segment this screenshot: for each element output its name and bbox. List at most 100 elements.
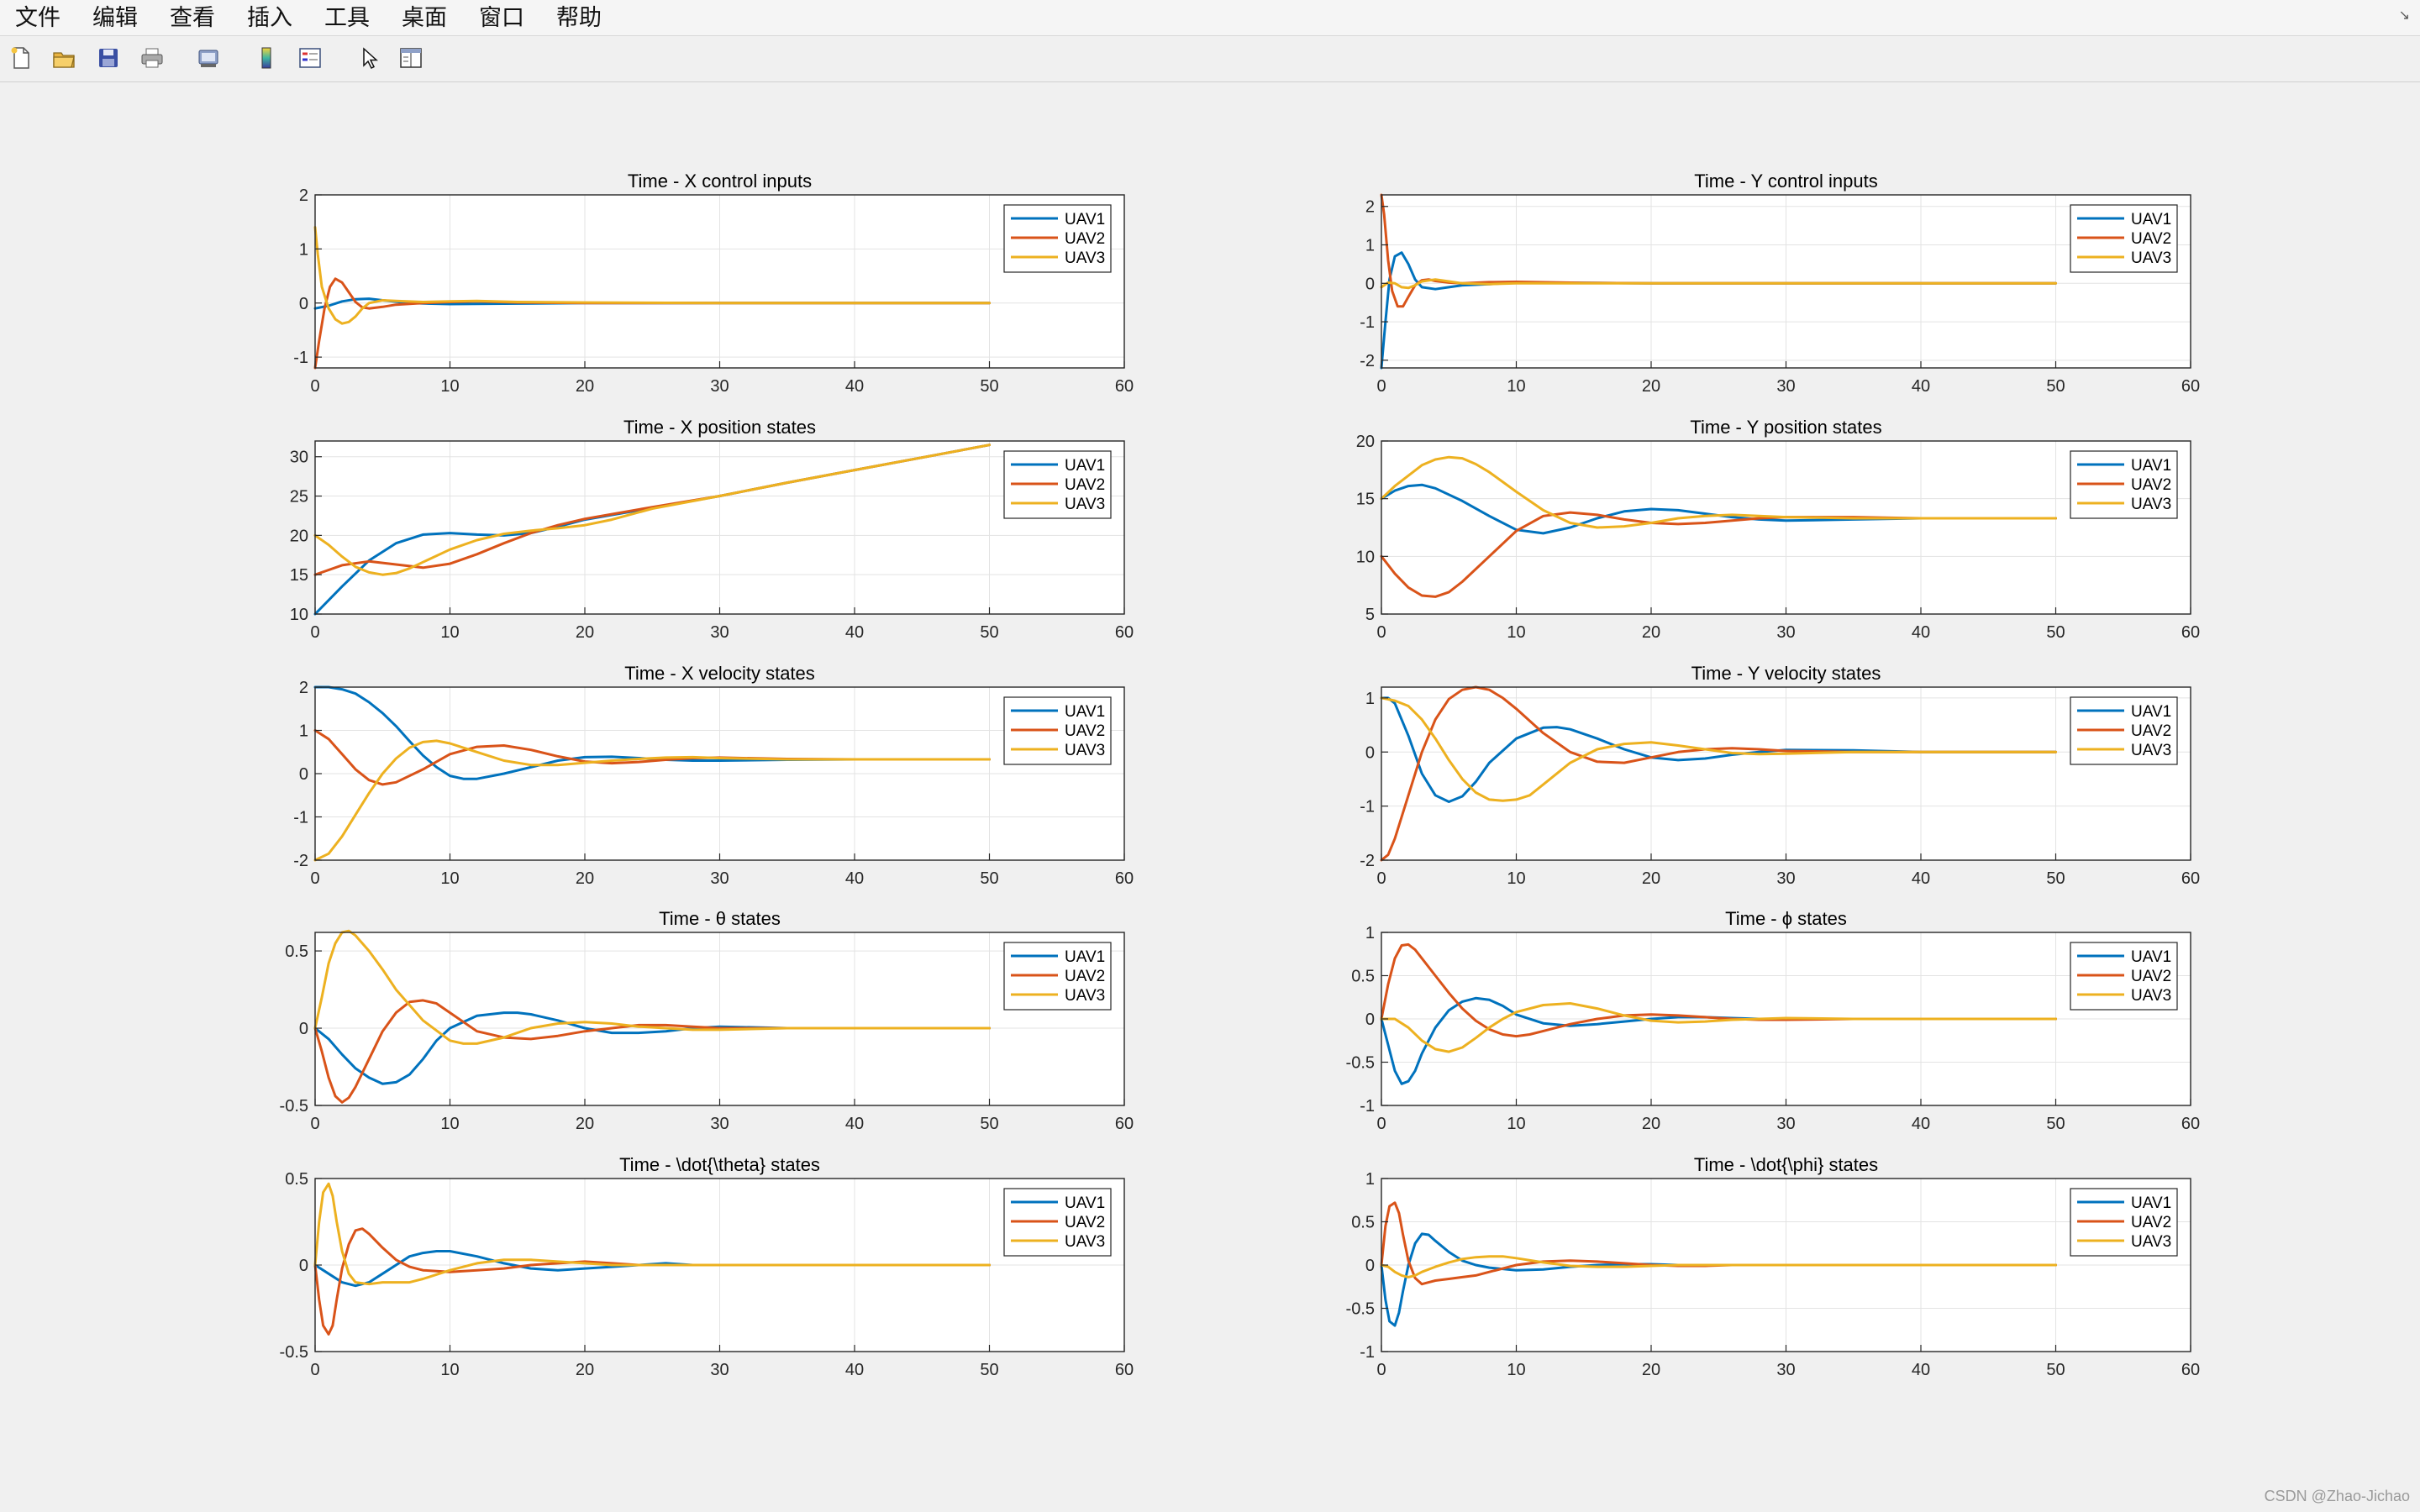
undock-icon[interactable]: ↘: [2398, 8, 2410, 23]
y-tick-label: 1: [1365, 1170, 1375, 1189]
y-tick-label: 2: [299, 679, 308, 697]
legend-label: UAV2: [2131, 1214, 2171, 1231]
y-tick-label: 0: [299, 295, 308, 313]
menu-help[interactable]: 帮助: [556, 5, 602, 30]
y-tick-label: -2: [293, 852, 308, 870]
x-tick-label: 20: [1642, 1115, 1660, 1133]
x-tick-label: 30: [710, 623, 729, 642]
y-tick-label: 15: [1356, 491, 1375, 509]
print-icon[interactable]: [138, 43, 166, 73]
print-preview-icon[interactable]: [194, 43, 223, 73]
y-tick-label: 1: [299, 722, 308, 741]
y-tick-label: 1: [299, 240, 308, 259]
y-tick-label: 0.5: [285, 1170, 308, 1189]
menu-file[interactable]: 文件: [15, 5, 60, 30]
y-tick-label: 0.5: [1351, 968, 1375, 986]
x-tick-label: 60: [2181, 377, 2200, 396]
y-tick-label: 1: [1365, 924, 1375, 942]
chart-title: Time - θ states: [659, 908, 781, 929]
x-tick-label: 30: [710, 1361, 729, 1379]
x-tick-label: 40: [1912, 1361, 1930, 1379]
property-editor-icon[interactable]: [397, 43, 425, 73]
y-tick-label: 30: [290, 449, 308, 467]
x-tick-label: 10: [440, 1361, 459, 1379]
x-tick-label: 60: [1115, 1115, 1134, 1133]
series-line-uav2: [1380, 685, 2057, 862]
y-tick-label: -0.5: [280, 1343, 308, 1362]
x-tick-label: 10: [440, 377, 459, 396]
y-tick-label: 10: [290, 606, 308, 624]
series-line-uav2: [313, 999, 991, 1104]
menu-insert[interactable]: 插入: [247, 5, 292, 30]
series-line-uav3: [313, 226, 991, 325]
y-tick-label: 0: [1365, 1257, 1375, 1275]
menu-window[interactable]: 窗口: [479, 5, 524, 30]
legend-label: UAV1: [2131, 703, 2171, 721]
legend-label: UAV1: [2131, 1194, 2171, 1212]
series-line-uav3: [1380, 696, 2057, 802]
chart-10: 0 10 20 30 40 50 60 -1 -0.5 0 0.5 1 Time - \dot{\phi…: [1346, 1154, 2201, 1379]
chart-title: Time - X control inputs: [628, 171, 812, 192]
y-tick-label: 1: [1365, 237, 1375, 255]
menu-tools[interactable]: 工具: [324, 5, 370, 30]
x-tick-label: 50: [980, 1115, 998, 1133]
menu-view[interactable]: 查看: [170, 5, 215, 30]
menu-edit[interactable]: 编辑: [92, 5, 138, 30]
y-tick-label: 0: [1365, 275, 1375, 293]
legend-label: UAV1: [2131, 457, 2171, 475]
save-icon[interactable]: [94, 43, 123, 73]
menu-desktop[interactable]: 桌面: [402, 5, 447, 30]
x-tick-label: 30: [1776, 869, 1795, 888]
y-tick-label: -1: [293, 349, 308, 367]
x-tick-label: 40: [845, 869, 864, 888]
colorbar-icon[interactable]: [252, 43, 281, 73]
x-tick-label: 40: [845, 1115, 864, 1133]
x-tick-label: 30: [1776, 377, 1795, 396]
legend-label: UAV1: [2131, 211, 2171, 228]
y-tick-label: 0: [299, 765, 308, 784]
x-tick-label: 0: [1376, 623, 1386, 642]
x-tick-label: 40: [1912, 1115, 1930, 1133]
x-tick-label: 0: [310, 623, 319, 642]
x-tick-label: 0: [310, 377, 319, 396]
y-tick-label: 10: [1356, 548, 1375, 566]
toolbar: [0, 36, 2420, 82]
legend-label: UAV2: [2131, 230, 2171, 248]
x-tick-label: 10: [1507, 1115, 1525, 1133]
y-tick-label: 0: [299, 1020, 308, 1038]
legend-label: UAV3: [2131, 249, 2171, 267]
legend-label: UAV2: [2131, 476, 2171, 494]
x-tick-label: 0: [310, 869, 319, 888]
legend-label: UAV2: [1065, 722, 1105, 740]
x-tick-label: 50: [2046, 1115, 2065, 1133]
x-tick-label: 20: [576, 377, 594, 396]
y-tick-label: -1: [293, 809, 308, 827]
y-tick-label: -0.5: [280, 1097, 308, 1116]
x-tick-label: 10: [440, 623, 459, 642]
x-tick-label: 40: [1912, 377, 1930, 396]
y-tick-label: -2: [1360, 852, 1375, 870]
y-tick-label: -2: [1360, 352, 1375, 370]
x-tick-label: 20: [576, 1361, 594, 1379]
y-tick-label: 2: [1365, 198, 1375, 217]
legend-label: UAV3: [1065, 496, 1105, 513]
chart-title: Time - X position states: [623, 417, 816, 438]
x-tick-label: 50: [980, 623, 998, 642]
legend-label: UAV3: [1065, 249, 1105, 267]
pointer-icon[interactable]: [355, 43, 383, 73]
x-tick-label: 60: [1115, 1361, 1134, 1379]
chart-5: 0 10 20 30 40 50 60 -2 -1 0 1 2 Time - X velocity st…: [293, 663, 1134, 888]
open-file-icon[interactable]: [50, 43, 78, 73]
legend-label: UAV2: [1065, 230, 1105, 248]
new-figure-icon[interactable]: [7, 43, 35, 73]
legend-label: UAV3: [1065, 987, 1105, 1005]
x-tick-label: 30: [1776, 1115, 1795, 1133]
y-tick-label: 15: [290, 566, 308, 585]
x-tick-label: 0: [310, 1361, 319, 1379]
legend-icon[interactable]: [296, 43, 324, 73]
y-tick-label: -1: [1360, 1343, 1375, 1362]
chart-title: Time - \dot{\phi} states: [1694, 1154, 1878, 1175]
